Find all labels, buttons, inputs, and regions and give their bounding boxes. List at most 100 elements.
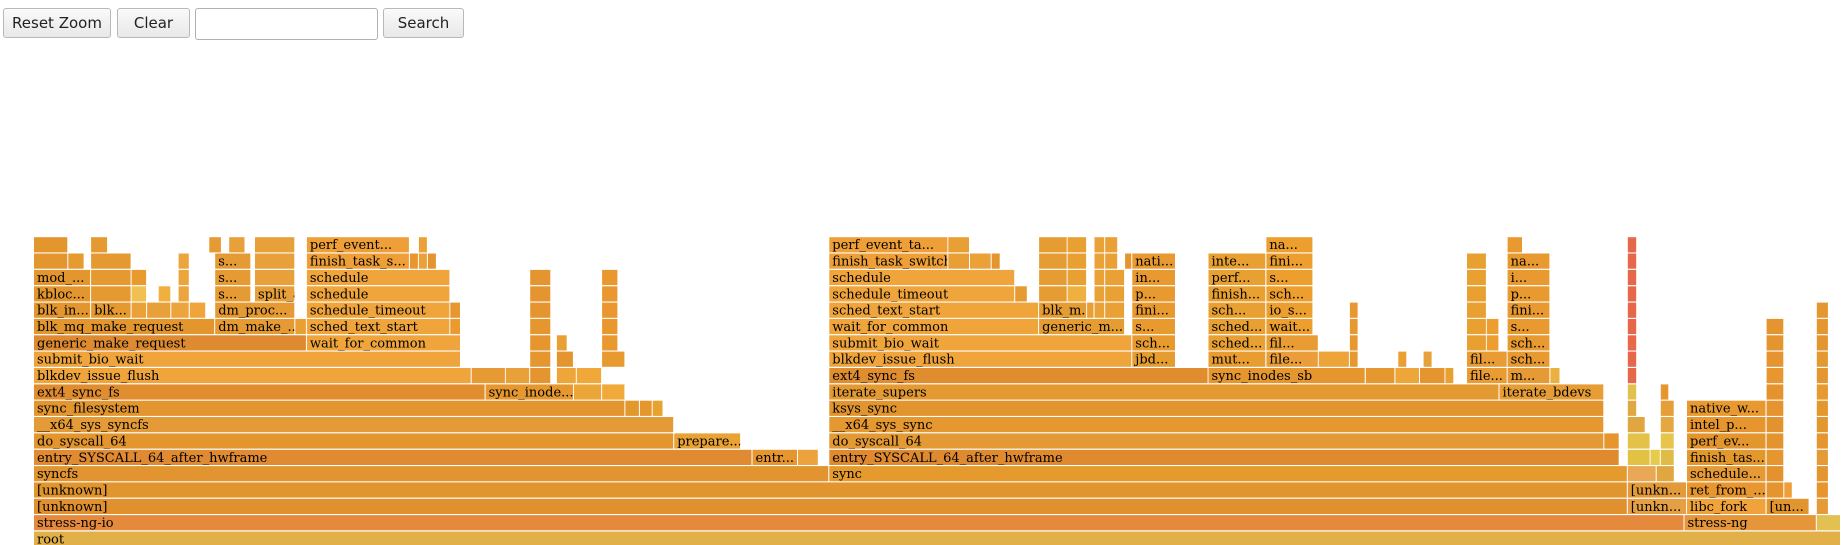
frame-rect[interactable] [1467,318,1486,335]
frame-rect[interactable] [1094,253,1105,269]
frame-rect[interactable] [1132,335,1175,351]
frame-rect[interactable] [471,368,505,384]
frame-rect[interactable] [1660,417,1674,433]
frame-rect[interactable] [1467,335,1486,351]
frame[interactable] [1627,384,1637,400]
frame-rect[interactable] [1766,417,1784,433]
frame[interactable] [1067,237,1087,253]
frame-rect[interactable] [34,286,91,302]
frame-rect[interactable] [1816,417,1828,433]
frame-rect[interactable] [1816,498,1828,514]
frame-rect[interactable] [1349,318,1358,335]
frame-rect[interactable] [798,449,818,465]
frame[interactable] [602,335,618,351]
frame-rect[interactable] [1507,269,1550,286]
frame[interactable] [91,269,131,286]
frame[interactable] [1816,449,1828,465]
frame[interactable]: ksys_sync [829,400,1604,417]
frame[interactable]: blk_mq_make_request [34,318,215,335]
frame-rect[interactable] [530,286,551,302]
frame[interactable] [556,368,576,384]
frame[interactable] [1766,400,1784,416]
frame[interactable] [1660,417,1674,433]
frame-rect[interactable] [1507,253,1550,269]
frame-rect[interactable] [34,417,674,433]
frame[interactable] [1816,368,1828,384]
frame-rect[interactable] [255,286,295,302]
frame[interactable]: dm_make_... [215,318,300,335]
frame[interactable] [450,302,460,318]
frame[interactable]: dm_proc... [215,302,295,319]
frame-rect[interactable] [602,318,618,335]
frame-rect[interactable] [215,286,251,302]
frame[interactable]: ext4_sync_fs [34,384,485,400]
frame-rect[interactable] [91,302,131,318]
frame[interactable]: mod_... [34,269,91,286]
frame-rect[interactable] [1766,433,1784,449]
frame[interactable] [948,253,969,269]
frame-rect[interactable] [1507,286,1550,302]
frame-rect[interactable] [1039,286,1067,302]
frame[interactable] [530,286,551,302]
frame-rect[interactable] [34,400,625,416]
frame[interactable] [1784,482,1792,498]
frame[interactable] [1816,351,1828,367]
frame[interactable]: nati... [1132,253,1175,270]
frame-rect[interactable] [829,237,948,253]
frame-rect[interactable] [1208,286,1266,302]
frame[interactable]: generic_m... [1039,318,1125,335]
frame-rect[interactable] [68,253,84,269]
frame[interactable] [34,253,68,269]
frame[interactable] [1766,449,1784,465]
frame-rect[interactable] [1105,286,1125,302]
frame-rect[interactable] [1784,482,1792,498]
frame[interactable] [1627,368,1637,384]
frame[interactable]: schedule [306,269,450,286]
frame[interactable] [1039,269,1067,286]
frame-rect[interactable] [1766,482,1784,498]
frame[interactable] [1627,417,1645,433]
frame[interactable]: blk_in... [34,302,91,319]
frame-rect[interactable] [1816,335,1828,351]
frame-rect[interactable] [1627,318,1637,335]
frame[interactable] [530,269,551,286]
frame[interactable] [1094,269,1105,286]
frame-rect[interactable] [639,400,652,416]
frame-rect[interactable] [556,368,576,384]
frame[interactable]: [unknown] [34,482,1627,498]
frame-rect[interactable] [178,269,189,286]
frame-rect[interactable] [255,253,295,269]
frame-rect[interactable] [418,237,427,253]
frame[interactable] [1766,335,1784,351]
frame-rect[interactable] [1627,433,1650,449]
frame-rect[interactable] [1266,269,1313,286]
frame[interactable] [1604,433,1619,449]
frame[interactable] [530,302,551,318]
frame[interactable] [427,253,436,269]
frame[interactable]: sync_filesystem [34,400,625,417]
frame[interactable] [1627,433,1650,449]
frame-rect[interactable] [1349,302,1358,318]
frame[interactable]: sched_text_start [306,318,450,335]
frame[interactable] [418,237,427,253]
frame[interactable] [602,384,625,400]
frame-rect[interactable] [1467,351,1507,367]
frame-rect[interactable] [1816,400,1828,416]
frame[interactable]: file... [1266,351,1318,368]
frame[interactable] [209,237,221,253]
frame[interactable]: s... [215,253,251,270]
frame-rect[interactable] [1067,253,1087,269]
frame-rect[interactable] [1627,302,1637,318]
frame-rect[interactable] [829,253,948,269]
frame[interactable]: [unkn... [1627,482,1687,498]
frame-rect[interactable] [1105,237,1118,253]
frame[interactable] [1507,237,1522,253]
frame-rect[interactable] [1132,318,1175,335]
frame-rect[interactable] [1816,515,1840,531]
frame-rect[interactable] [1365,368,1395,384]
frame-rect[interactable] [1650,449,1660,465]
frame-rect[interactable] [1816,482,1828,498]
frame[interactable]: sch... [1208,302,1266,319]
frame[interactable] [1766,384,1784,400]
frame-rect[interactable] [209,237,221,253]
